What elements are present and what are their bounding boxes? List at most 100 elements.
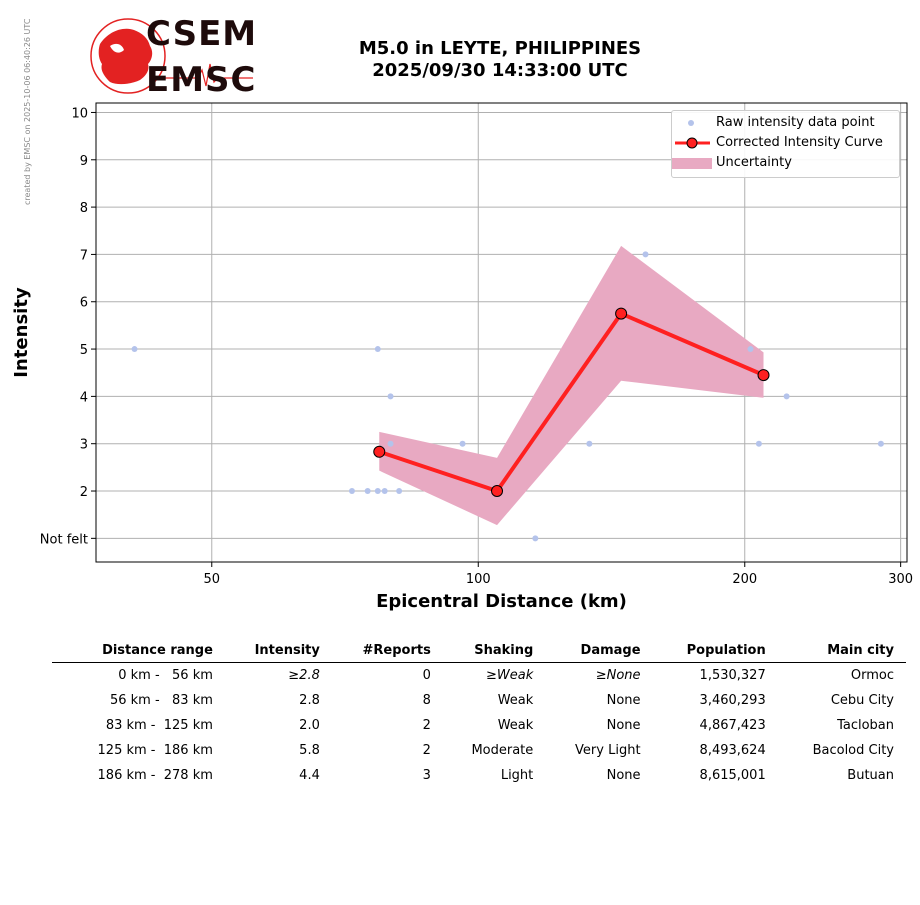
cell-shaking: Moderate: [471, 743, 534, 758]
curve-line-icon: [675, 137, 710, 149]
header-damage: Damage: [545, 640, 653, 663]
raw-data-point: [374, 488, 381, 495]
cell-city: Ormoc: [850, 668, 894, 683]
cell-intensity: 5.8: [299, 743, 320, 758]
corrected-intensity-marker: [757, 369, 770, 382]
cell-city: Bacolod City: [812, 743, 894, 758]
y-tick-label: 7: [80, 248, 88, 263]
raw-data-point: [642, 251, 649, 258]
logo-text-bottom: EMSC: [146, 60, 257, 100]
raw-data-point: [783, 393, 790, 400]
y-tick-label: 6: [80, 296, 88, 311]
legend-label-curve: Corrected Intensity Curve: [716, 135, 883, 150]
raw-data-point: [532, 535, 539, 542]
cell-intensity: 4.4: [299, 768, 320, 783]
cell-damage: None: [606, 718, 641, 733]
globe-logo-icon: [90, 18, 253, 94]
cell-shaking: ≥Weak: [486, 668, 534, 683]
x-tick-label: 200: [732, 572, 757, 587]
cell-population: 4,867,423: [699, 718, 766, 733]
y-tick-label: Not felt: [40, 532, 88, 547]
cell-reports: 0: [422, 668, 431, 683]
table-row: 83 km - 125 km 2.0 2 Weak None 4,867,423…: [52, 713, 906, 738]
intensity-summary-table: Distance range Intensity #Reports Shakin…: [52, 640, 906, 788]
cell-population: 8,615,001: [699, 768, 766, 783]
chart-title-line2: 2025/09/30 14:33:00 UTC: [372, 60, 628, 81]
header-distance-range: Distance range: [52, 640, 225, 663]
cell-intensity: ≥2.8: [288, 668, 320, 683]
cell-range: 56 km - 83 km: [109, 693, 213, 708]
raw-data-point: [381, 488, 388, 495]
table-row: 0 km - 56 km ≥2.8 0 ≥Weak ≥None 1,530,32…: [52, 663, 906, 689]
corrected-intensity-line: [378, 311, 765, 494]
raw-data-point: [364, 488, 371, 495]
cell-damage: ≥None: [595, 668, 641, 683]
x-axis-label: Epicentral Distance (km): [376, 591, 627, 612]
raw-data-point: [374, 346, 381, 353]
cell-damage: None: [606, 693, 641, 708]
cell-range: 83 km - 125 km: [105, 718, 213, 733]
table-row: 186 km - 278 km 4.4 3 Light None 8,615,0…: [52, 763, 906, 788]
cell-city: Butuan: [847, 768, 894, 783]
x-tick-label: 100: [466, 572, 491, 587]
raw-data-point: [747, 346, 754, 353]
raw-data-point: [877, 440, 884, 447]
cell-intensity: 2.8: [299, 693, 320, 708]
legend-item-uncertainty: Uncertainty: [672, 153, 899, 173]
y-axis-label: Intensity: [11, 287, 32, 378]
corrected-intensity-marker: [491, 485, 504, 498]
y-tick-label: 9: [80, 154, 88, 169]
header-population: Population: [652, 640, 778, 663]
raw-data-point: [387, 393, 394, 400]
legend-item-curve: Corrected Intensity Curve: [672, 133, 899, 153]
chart-title: M5.0 in LEYTE, PHILIPPINES 2025/09/30 14…: [300, 38, 700, 82]
raw-data-point: [348, 488, 355, 495]
y-tick-label: 3: [80, 438, 88, 453]
cell-city: Cebu City: [830, 693, 894, 708]
raw-data-point: [586, 440, 593, 447]
table-row: 56 km - 83 km 2.8 8 Weak None 3,460,293 …: [52, 688, 906, 713]
cell-shaking: Light: [500, 768, 534, 783]
table-row: 125 km - 186 km 5.8 2 Moderate Very Ligh…: [52, 738, 906, 763]
uncertainty-band-icon: [672, 158, 712, 169]
cell-reports: 8: [422, 693, 431, 708]
table-header-row: Distance range Intensity #Reports Shakin…: [52, 640, 906, 663]
intensity-chart: Not felt 2 3 4 5 6 7 8 9 10 50 100 200 300 Epicentral …: [11, 102, 913, 612]
cell-reports: 2: [422, 718, 431, 733]
header-reports: #Reports: [331, 640, 443, 663]
cell-range: 186 km - 278 km: [97, 768, 213, 783]
cell-reports: 3: [422, 768, 431, 783]
cell-population: 1,530,327: [699, 668, 766, 683]
cell-reports: 2: [422, 743, 431, 758]
y-tick-label: 2: [80, 485, 88, 500]
header-shaking: Shaking: [442, 640, 546, 663]
cell-range: 0 km - 56 km: [118, 668, 213, 683]
chart-title-line1: M5.0 in LEYTE, PHILIPPINES: [358, 38, 642, 59]
y-tick-label: 4: [80, 390, 88, 405]
legend-label-raw: Raw intensity data point: [716, 115, 875, 130]
cell-population: 8,493,624: [699, 743, 766, 758]
raw-data-point: [131, 346, 138, 353]
x-tick-label: 300: [888, 572, 913, 587]
chart-legend: Raw intensity data point Corrected Inten…: [671, 110, 900, 178]
corrected-intensity-marker: [615, 307, 628, 320]
raw-data-point: [396, 488, 403, 495]
cell-damage: None: [606, 768, 641, 783]
raw-data-point: [755, 440, 762, 447]
cell-shaking: Weak: [497, 693, 534, 708]
cell-city: Tacloban: [837, 718, 894, 733]
header-main-city: Main city: [777, 640, 906, 663]
x-tick-label: 50: [203, 572, 220, 587]
header-intensity: Intensity: [224, 640, 332, 663]
cell-damage: Very Light: [575, 743, 641, 758]
emsc-logo: CSEM EMSC: [88, 14, 258, 100]
cell-range: 125 km - 186 km: [97, 743, 213, 758]
y-tick-label: 10: [71, 106, 88, 121]
cell-intensity: 2.0: [299, 718, 320, 733]
logo-text-top: CSEM: [146, 14, 258, 54]
y-tick-label: 8: [80, 201, 88, 216]
legend-item-raw: Raw intensity data point: [672, 113, 899, 133]
cell-shaking: Weak: [497, 718, 534, 733]
raw-data-point: [459, 440, 466, 447]
legend-label-uncertainty: Uncertainty: [716, 155, 792, 170]
